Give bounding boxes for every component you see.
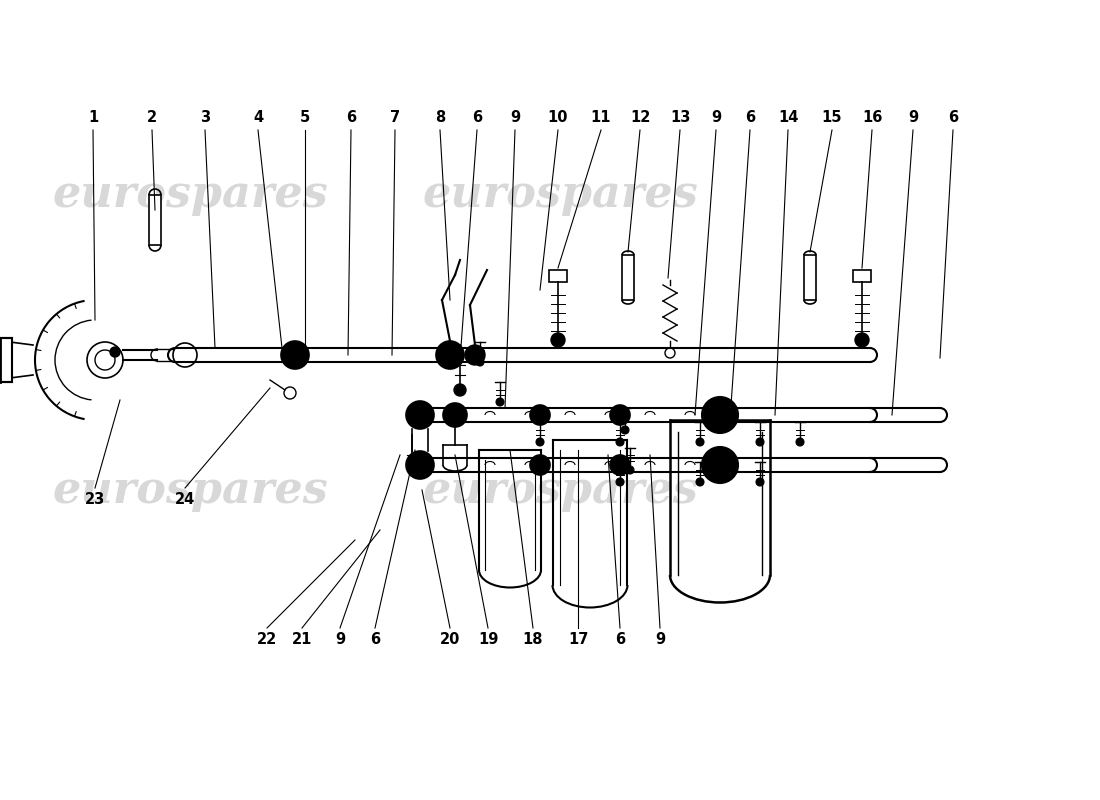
Text: eurospares: eurospares xyxy=(422,469,697,511)
Circle shape xyxy=(696,478,704,486)
Text: 6: 6 xyxy=(370,633,381,647)
Text: 4: 4 xyxy=(253,110,263,126)
Text: 9: 9 xyxy=(510,110,520,126)
Text: 11: 11 xyxy=(591,110,612,126)
Text: 6: 6 xyxy=(615,633,625,647)
Text: 15: 15 xyxy=(822,110,843,126)
Circle shape xyxy=(702,397,738,433)
Text: 6: 6 xyxy=(472,110,482,126)
Circle shape xyxy=(551,333,565,347)
Circle shape xyxy=(626,466,634,474)
Circle shape xyxy=(465,345,485,365)
Text: 18: 18 xyxy=(522,633,543,647)
Circle shape xyxy=(756,478,764,486)
Bar xyxy=(148,195,161,245)
Text: 5: 5 xyxy=(300,110,310,126)
Text: 13: 13 xyxy=(670,110,690,126)
Text: 14: 14 xyxy=(778,110,799,126)
Text: 20: 20 xyxy=(440,633,460,647)
Bar xyxy=(549,270,566,282)
Circle shape xyxy=(610,455,630,475)
Circle shape xyxy=(454,384,466,396)
Circle shape xyxy=(530,455,550,475)
Circle shape xyxy=(855,333,869,347)
Text: 22: 22 xyxy=(257,633,277,647)
Text: eurospares: eurospares xyxy=(422,174,697,217)
Text: 24: 24 xyxy=(175,493,195,507)
Circle shape xyxy=(280,341,309,369)
Circle shape xyxy=(496,398,504,406)
Text: 16: 16 xyxy=(861,110,882,126)
Circle shape xyxy=(610,405,630,425)
Circle shape xyxy=(616,438,624,446)
Text: 19: 19 xyxy=(477,633,498,647)
Text: 9: 9 xyxy=(711,110,722,126)
Text: eurospares: eurospares xyxy=(52,469,328,511)
Text: 23: 23 xyxy=(85,493,106,507)
Text: 3: 3 xyxy=(200,110,210,126)
Circle shape xyxy=(406,401,434,429)
Circle shape xyxy=(436,341,464,369)
Circle shape xyxy=(443,403,468,427)
Circle shape xyxy=(110,347,120,357)
Text: 6: 6 xyxy=(948,110,958,126)
Text: 9: 9 xyxy=(654,633,666,647)
Text: 6: 6 xyxy=(345,110,356,126)
Circle shape xyxy=(616,478,624,486)
Circle shape xyxy=(621,426,629,434)
Text: 8: 8 xyxy=(434,110,446,126)
Circle shape xyxy=(530,405,550,425)
Text: eurospares: eurospares xyxy=(52,174,328,217)
Text: 1: 1 xyxy=(88,110,98,126)
Circle shape xyxy=(702,447,738,483)
Bar xyxy=(804,255,816,300)
Text: 9: 9 xyxy=(334,633,345,647)
Text: 6: 6 xyxy=(745,110,755,126)
Text: 21: 21 xyxy=(292,633,312,647)
Circle shape xyxy=(696,438,704,446)
Circle shape xyxy=(406,451,434,479)
Bar xyxy=(621,255,634,300)
Circle shape xyxy=(476,358,484,366)
Circle shape xyxy=(796,438,804,446)
Circle shape xyxy=(756,438,764,446)
Text: 7: 7 xyxy=(389,110,400,126)
Circle shape xyxy=(536,438,544,446)
Text: 2: 2 xyxy=(147,110,157,126)
Text: 12: 12 xyxy=(630,110,650,126)
Bar xyxy=(852,270,871,282)
Text: 10: 10 xyxy=(548,110,569,126)
Bar xyxy=(0,338,12,382)
Text: 17: 17 xyxy=(568,633,588,647)
Text: 9: 9 xyxy=(908,110,918,126)
